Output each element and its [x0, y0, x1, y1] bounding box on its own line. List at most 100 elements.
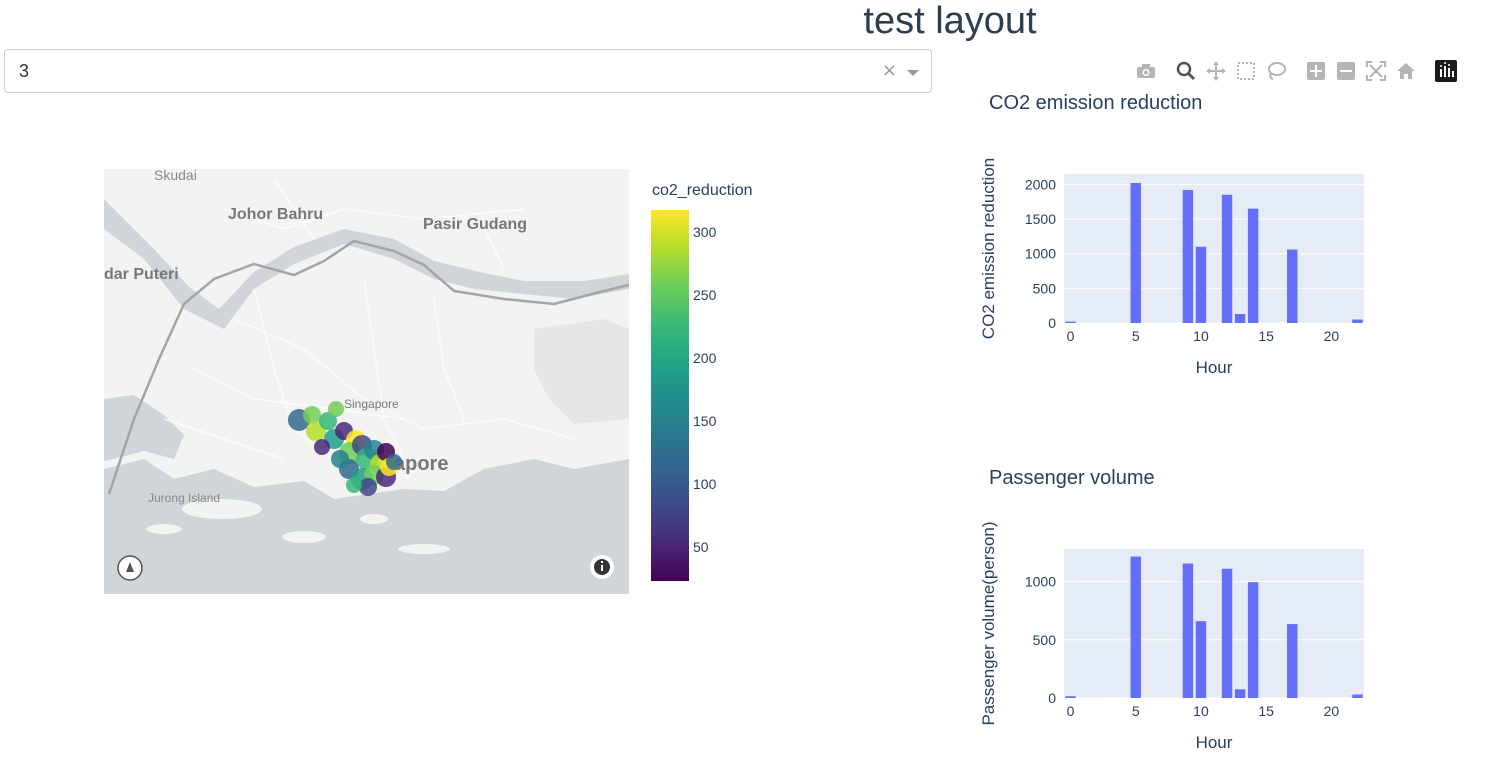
- map-canvas[interactable]: Skudai Johor Bahru Pasir Gudang dar Pute…: [104, 169, 629, 594]
- colorbar-tick: 50: [693, 539, 709, 555]
- map-sea-west: [104, 395, 184, 461]
- bar[interactable]: [1287, 624, 1298, 698]
- reset-axes-icon[interactable]: [1394, 58, 1418, 84]
- modebar: [1130, 58, 1470, 84]
- x-tick-label: 5: [1132, 328, 1140, 344]
- bar[interactable]: [1065, 321, 1076, 323]
- y-tick-label: 1000: [1025, 246, 1056, 262]
- bar[interactable]: [1234, 689, 1246, 698]
- x-tick-label: 0: [1067, 703, 1075, 719]
- x-tick-label: 5: [1132, 703, 1140, 719]
- zoom-out-icon[interactable]: [1334, 58, 1358, 84]
- chart-title-passenger: Passenger volume: [989, 467, 1155, 489]
- colorbar-title: co2_reduction: [652, 182, 753, 199]
- x-axis-title: Hour: [1196, 733, 1233, 752]
- lasso-icon[interactable]: [1264, 58, 1288, 84]
- passenger-bar-chart[interactable]: 0 500 1000 0 5 10 15 20 Hour Passenger volume(per…: [970, 515, 1400, 760]
- map-island: [282, 531, 326, 543]
- map-airport: [534, 319, 629, 424]
- map-scatter-points[interactable]: [288, 401, 402, 496]
- plotly-logo-icon[interactable]: [1434, 58, 1458, 84]
- plot-area: [1064, 174, 1364, 323]
- bar[interactable]: [1182, 563, 1194, 698]
- info-icon-bar: [601, 565, 603, 571]
- pan-icon[interactable]: [1204, 58, 1228, 84]
- map-label-singapore-small: Singapore: [344, 397, 399, 411]
- dropdown-select[interactable]: 3 ×: [4, 49, 932, 93]
- y-tick-label: 0: [1048, 690, 1056, 706]
- co2-bar-chart[interactable]: 0 500 1000 1500 2000 0 5 10 15 20 Hour CO2 emission…: [970, 140, 1400, 380]
- map-point[interactable]: [319, 412, 337, 430]
- y-tick-label: 500: [1033, 632, 1057, 648]
- bar[interactable]: [1195, 621, 1207, 698]
- map-island: [146, 524, 182, 534]
- chart-title-co2: CO2 emission reduction: [989, 92, 1203, 114]
- map-island: [182, 499, 262, 519]
- chevron-down-icon[interactable]: [907, 70, 919, 76]
- map-label-skudai: Skudai: [154, 169, 197, 183]
- map-point[interactable]: [303, 406, 321, 424]
- bar[interactable]: [1234, 313, 1246, 323]
- map-label-pasir-gudang: Pasir Gudang: [423, 216, 527, 233]
- y-tick-label: 2000: [1025, 176, 1056, 192]
- map-point[interactable]: [386, 454, 402, 470]
- colorbar-tick: 250: [693, 287, 717, 303]
- map-point[interactable]: [328, 401, 344, 417]
- box-select-icon[interactable]: [1234, 58, 1258, 84]
- zoom-in-icon[interactable]: [1304, 58, 1328, 84]
- x-tick-label: 20: [1324, 703, 1340, 719]
- bar[interactable]: [1130, 183, 1141, 323]
- x-tick-label: 15: [1258, 328, 1274, 344]
- map-point[interactable]: [331, 450, 349, 468]
- map-border: [107, 239, 629, 495]
- colorbar-tick: 200: [693, 350, 717, 366]
- map-point[interactable]: [314, 439, 330, 455]
- map-view[interactable]: Skudai Johor Bahru Pasir Gudang dar Pute…: [104, 169, 629, 594]
- clear-icon[interactable]: ×: [881, 60, 897, 81]
- x-tick-label: 10: [1193, 328, 1209, 344]
- x-axis-title: Hour: [1196, 358, 1233, 377]
- x-tick-label: 10: [1193, 703, 1209, 719]
- y-axis-title: Passenger volume(person): [979, 521, 998, 725]
- plot-area: [1064, 549, 1364, 698]
- bar[interactable]: [1182, 189, 1194, 323]
- bar[interactable]: [1221, 568, 1233, 698]
- map-island: [360, 514, 388, 524]
- map-label-johor-bahru: Johor Bahru: [228, 206, 323, 223]
- y-tick-label: 0: [1048, 315, 1056, 331]
- colorbar-ticks: 300 250 200 150 100 50: [693, 0, 733, 778]
- compass-needle: [126, 562, 134, 572]
- colorbar-tick: 300: [693, 224, 717, 240]
- y-tick-label: 1500: [1025, 211, 1056, 227]
- bar[interactable]: [1065, 696, 1076, 698]
- bar[interactable]: [1352, 694, 1363, 698]
- bar[interactable]: [1130, 556, 1141, 698]
- colorbar-tick: 150: [693, 413, 717, 429]
- map-sea-south: [104, 459, 629, 594]
- bar[interactable]: [1221, 194, 1233, 323]
- map-strait: [104, 199, 629, 329]
- bar[interactable]: [1247, 582, 1259, 698]
- map-label-dar-puteri: dar Puteri: [104, 266, 179, 283]
- map-label-singapore: apore: [394, 453, 448, 475]
- bar[interactable]: [1195, 246, 1207, 323]
- y-tick-label: 1000: [1025, 574, 1056, 590]
- map-roads: [163, 178, 575, 470]
- autoscale-icon[interactable]: [1364, 58, 1388, 84]
- x-tick-label: 0: [1067, 328, 1075, 344]
- map-island: [398, 544, 450, 554]
- bar[interactable]: [1247, 208, 1259, 323]
- page-title: test layout: [863, 0, 1037, 42]
- colorbar: [651, 210, 689, 581]
- map-point[interactable]: [359, 478, 377, 496]
- zoom-icon[interactable]: [1174, 58, 1198, 84]
- camera-icon[interactable]: [1134, 58, 1158, 84]
- bar[interactable]: [1287, 249, 1298, 323]
- info-icon-dot: [601, 561, 603, 563]
- y-tick-label: 500: [1033, 280, 1057, 296]
- map-point[interactable]: [346, 477, 362, 493]
- colorbar-tick: 100: [693, 476, 717, 492]
- x-tick-label: 15: [1258, 703, 1274, 719]
- dropdown-value: 3: [19, 61, 30, 81]
- bar[interactable]: [1352, 319, 1363, 323]
